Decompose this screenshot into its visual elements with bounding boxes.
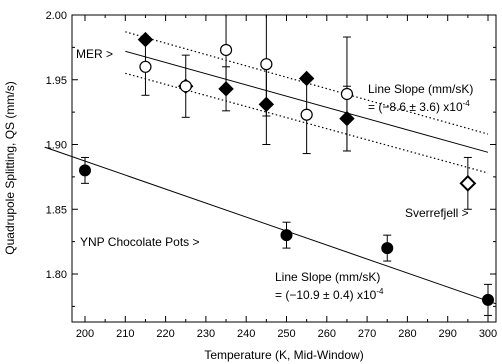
y-tick-label: 1.95 — [46, 75, 67, 87]
y-tick-label: 1.85 — [46, 204, 67, 216]
open-circle-point — [300, 108, 313, 121]
filled-diamond-point — [258, 96, 275, 113]
x-tick-label: 230 — [197, 328, 215, 340]
x-tick-label: 240 — [237, 328, 255, 340]
open-circle-point — [219, 43, 233, 57]
y-tick-label: 2.00 — [46, 10, 67, 22]
filled-circle-point — [482, 293, 494, 306]
x-tick-label: 210 — [116, 328, 134, 340]
x-tick-label: 260 — [318, 328, 336, 340]
mer-slope-value: = (−8.6 ± 3.6) x10-4 — [368, 99, 470, 114]
y-tick-label: 1.80 — [46, 269, 67, 281]
x-tick-label: 200 — [76, 328, 94, 340]
y-tick-label: 1.90 — [46, 140, 67, 152]
plot-frame — [71, 14, 497, 323]
x-tick-label: 280 — [398, 328, 416, 340]
ynp-slope-value: = (−10.9 ± 0.4) x10-4 — [275, 287, 384, 302]
filled-circle-point — [381, 242, 394, 255]
open-circle-point — [340, 87, 354, 101]
ynp-slope-value-main: = (−10.9 ± 0.4) x10 — [275, 288, 377, 302]
open-circle-point — [179, 80, 192, 93]
ynp-slope-title: Line Slope (mm/sK) — [275, 270, 380, 284]
open-circle-point — [260, 58, 273, 71]
open-circle-point — [139, 60, 152, 73]
y-axis-title: Quadrupole Splitting, QS (mm/s) — [3, 81, 17, 254]
fit-line-4 — [44, 146, 497, 305]
open-diamond-point — [459, 174, 477, 192]
sverrefjell-label: Sverrefjell > — [405, 206, 469, 220]
x-tick-label: 250 — [277, 328, 295, 340]
x-tick-label: 270 — [358, 328, 376, 340]
fit-lines — [44, 31, 497, 305]
filled-diamond-point — [218, 81, 234, 97]
x-axis-ticks: 200 210 220 230 240 250 260 270 280 290 300 — [76, 15, 497, 340]
x-axis-title: Temperature (K, Mid-Window) — [204, 348, 363, 362]
filled-diamond-point — [298, 70, 315, 87]
filled-circle-point — [280, 229, 293, 242]
x-tick-label: 220 — [156, 328, 174, 340]
filled-diamond-point — [339, 110, 355, 127]
ynp-label: YNP Chocolate Pots > — [80, 235, 200, 249]
y-axis-ticks: 1.80 1.85 1.90 1.95 2.00 — [46, 10, 496, 307]
x-tick-label: 290 — [439, 328, 457, 340]
ynp-slope-exponent: -4 — [376, 287, 384, 296]
mer-slope-exponent: -4 — [463, 99, 471, 108]
filled-diamond-point — [137, 31, 154, 48]
mer-label: MER > — [76, 47, 113, 61]
x-tick-label: 300 — [479, 328, 497, 340]
filled-circle-point — [79, 164, 91, 177]
mer-slope-title: Line Slope (mm/sK) — [368, 82, 473, 96]
data-points — [79, 31, 494, 306]
mer-slope-value-main: = (−8.6 ± 3.6) x10 — [368, 100, 463, 114]
